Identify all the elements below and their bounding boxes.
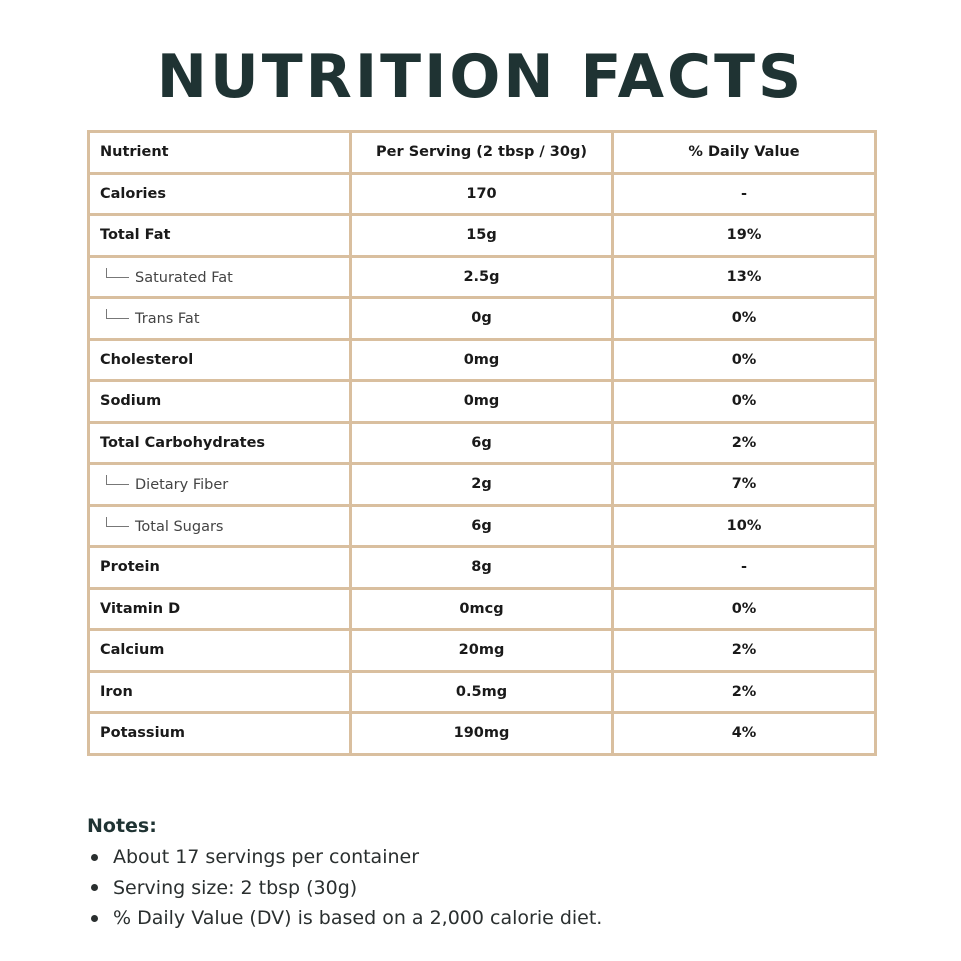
daily-value-cell: 2% [611,628,877,673]
daily-value-cell: 19% [611,213,877,258]
nutrient-cell: Iron [87,669,352,714]
nutrient-cell: Potassium [87,711,352,756]
nutrient-label: Calcium [100,642,165,659]
nutrient-label: Calories [100,185,166,202]
per-serving-cell: 8g [349,545,614,590]
daily-value-cell: 2% [611,420,877,465]
nutrient-cell: Protein [87,545,352,590]
per-serving-cell: 0g [349,296,614,341]
daily-value-cell: 0% [611,586,877,631]
daily-value-cell: 7% [611,462,877,507]
notes-section: Notes: About 17 servings per container S… [87,812,887,934]
table-row: Sodium 0mg 0% [87,379,877,424]
note-text: Serving size: 2 tbsp (30g) [113,876,358,899]
table-row: Total Carbohydrates 6g 2% [87,420,877,465]
bullet-icon [91,853,98,861]
note-item: % Daily Value (DV) is based on a 2,000 c… [87,903,887,934]
nutrient-label: Total Carbohydrates [100,434,266,451]
per-serving-cell: 0.5mg [349,669,614,714]
daily-value-cell: 0% [611,337,877,382]
nutrient-cell: Calories [87,171,352,216]
table-body: Calories 170- Total Fat 15g 19% Saturated Fat… [87,171,877,756]
table-row: Cholesterol 0mg 0% [87,337,877,382]
bullet-icon [91,884,98,892]
page-title: NUTRITION FACTS [156,42,805,112]
nutrient-cell: Sodium [87,379,352,424]
nutrient-label: Potassium [100,725,185,742]
per-serving-cell: 6g [349,420,614,465]
daily-value-cell: 0% [611,379,877,424]
per-serving-cell: 190mg [349,711,614,756]
per-serving-cell: 20mg [349,628,614,673]
table-row: Vitamin D 0mcg 0% [87,586,877,631]
nutrient-label: Total Fat [100,227,171,244]
daily-value-cell: 4% [611,711,877,756]
table-row: Protein 8g - [87,545,877,590]
per-serving-cell: 0mcg [349,586,614,631]
nutrient-label: Vitamin D [100,600,181,617]
table-row: Calcium 20mg 2% [87,628,877,673]
table-row: Dietary Fiber 2g 7% [87,462,877,507]
table-row: Potassium 190mg 4% [87,711,877,756]
table-row: Total Sugars 6g 10% [87,503,877,548]
nutrient-cell: Saturated Fat [87,254,352,299]
header-per-serving: Per Serving (2 tbsp / 30g) [349,130,614,175]
daily-value-cell: 13% [611,254,877,299]
tree-branch-icon [106,516,129,527]
nutrient-cell: Cholesterol [87,337,352,382]
per-serving-cell: 170 [349,171,614,216]
daily-value-cell: - [611,171,877,216]
nutrient-label: Saturated Fat [135,269,233,286]
tree-branch-icon [106,267,129,278]
per-serving-cell: 0mg [349,337,614,382]
daily-value-cell: 10% [611,503,877,548]
note-text: % Daily Value (DV) is based on a 2,000 c… [113,907,603,929]
per-serving-cell: 0mg [349,379,614,424]
nutrient-cell: Vitamin D [87,586,352,631]
nutrient-label: Iron [100,683,133,700]
nutrient-label: Trans Fat [135,311,200,328]
table-row: Iron 0.5mg 2% [87,669,877,714]
header-daily-value: % Daily Value [611,130,877,175]
daily-value-cell: 0% [611,296,877,341]
nutrient-cell: Total Fat [87,213,352,258]
nutrition-table: Nutrient Per Serving (2 tbsp / 30g) % Da… [87,130,877,756]
nutrient-label: Sodium [100,393,162,410]
tree-branch-icon [106,309,129,320]
nutrient-cell: Total Carbohydrates [87,420,352,465]
nutrient-label: Protein [100,559,160,576]
per-serving-cell: 2g [349,462,614,507]
nutrient-cell: Calcium [87,628,352,673]
daily-value-cell: - [611,545,877,590]
tree-branch-icon [106,475,129,486]
nutrient-cell: Trans Fat [87,296,352,341]
table-row: Saturated Fat 2.5g 13% [87,254,877,299]
table-header-row: Nutrient Per Serving (2 tbsp / 30g) % Da… [87,130,877,175]
note-text: About 17 servings per container [113,846,420,868]
header-nutrient: Nutrient [87,130,352,175]
per-serving-cell: 6g [349,503,614,548]
note-item: About 17 servings per container [87,842,887,873]
notes-heading: Notes: [87,815,157,837]
nutrient-cell: Total Sugars [87,503,352,548]
table-row: Trans Fat 0g 0% [87,296,877,341]
notes-list: About 17 servings per container Serving … [87,842,887,934]
nutrient-label: Dietary Fiber [135,477,229,494]
note-item: Serving size: 2 tbsp (30g) [87,873,887,904]
bullet-icon [91,914,98,922]
nutrient-cell: Dietary Fiber [87,462,352,507]
table-row: Total Fat 15g 19% [87,213,877,258]
table-row: Calories 170- [87,171,877,216]
nutrient-label: Total Sugars [135,518,224,535]
per-serving-cell: 15g [349,213,614,258]
nutrient-label: Cholesterol [100,351,194,368]
per-serving-cell: 2.5g [349,254,614,299]
daily-value-cell: 2% [611,669,877,714]
